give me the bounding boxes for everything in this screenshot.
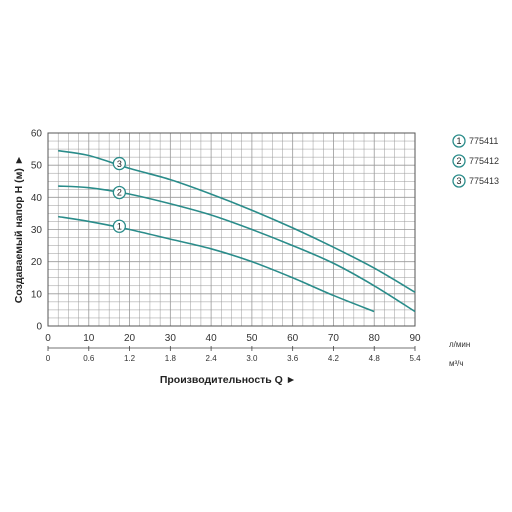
x2-tick-label: 0: [46, 354, 51, 363]
legend-marker-number: 3: [456, 176, 461, 186]
x-tick-label: 0: [45, 333, 51, 344]
series-line-775412: [58, 185, 416, 313]
legend-marker-number: 1: [456, 136, 461, 146]
x-tick-label: 10: [83, 333, 95, 344]
y-tick-label: 20: [31, 257, 43, 268]
curve-markers: 3 2 1: [112, 156, 127, 233]
legend-entry: 3 775413: [452, 174, 499, 188]
legend-label: 775411: [469, 136, 498, 146]
x-tick-label: 70: [328, 333, 340, 344]
x-unit-label: л/мин: [449, 340, 470, 349]
x2-tick-label: 3.0: [246, 354, 258, 363]
y-tick-label: 30: [31, 225, 43, 236]
curve-marker-2: 2: [112, 185, 127, 200]
curve-marker-3: 3: [112, 156, 127, 171]
y-tick-label: 0: [36, 322, 42, 333]
series-line-775411: [58, 215, 375, 313]
legend: 1 775411 2 775412 3 775413: [452, 134, 499, 188]
y-tick-label: 50: [31, 161, 43, 172]
series-line-775413: [58, 149, 416, 293]
x-tick-label: 60: [287, 333, 299, 344]
curves: [58, 149, 416, 313]
x2-tick-label: 1.2: [124, 354, 136, 363]
x2-tick-label: 1.8: [165, 354, 177, 363]
x2-tick-label: 0.6: [83, 354, 95, 363]
curve-marker-number: 2: [117, 188, 122, 198]
y-axis-title: Создаваемый напор H (м) ►: [13, 155, 25, 303]
curve-marker-1: 1: [112, 219, 127, 233]
x-tick-label: 40: [206, 333, 218, 344]
x-tick-label: 20: [124, 333, 136, 344]
x-tick-label: 90: [409, 333, 421, 344]
curve-marker-number: 1: [117, 221, 122, 231]
x2-tick-label: 4.8: [369, 354, 381, 363]
grid: [47, 132, 416, 327]
curve-marker-circle: [112, 219, 127, 233]
legend-marker-circle: [452, 174, 466, 188]
plot-frame: [47, 132, 416, 327]
curve-marker-number: 3: [117, 159, 122, 169]
x-tick-label: 50: [246, 333, 258, 344]
legend-marker-circle: [452, 134, 466, 148]
curve-marker-circle: [112, 185, 127, 200]
y-tick-label: 60: [31, 129, 43, 140]
legend-marker-circle: [452, 154, 466, 168]
legend-label: 775413: [469, 176, 499, 186]
y-tick-label: 40: [31, 193, 43, 204]
x2-tick-label: 4.2: [328, 354, 340, 363]
tick-labels: 00100.6201.2301.8402.4503.0603.6704.2804…: [31, 129, 421, 364]
curve-marker-circle: [112, 156, 127, 171]
x2-unit-label: м³/ч: [449, 359, 464, 368]
x2-tick-label: 5.4: [409, 354, 421, 363]
x-axis-title: Производительность Q ►: [160, 374, 296, 386]
legend-label: 775412: [469, 156, 499, 166]
y-tick-label: 10: [31, 289, 43, 300]
x-tick-label: 80: [369, 333, 381, 344]
x2-tick-label: 3.6: [287, 354, 299, 363]
legend-marker-number: 2: [456, 156, 461, 166]
legend-entry: 1 775411: [452, 134, 498, 148]
x2-tick-label: 2.4: [206, 354, 218, 363]
x-tick-label: 30: [165, 333, 177, 344]
legend-entry: 2 775412: [452, 154, 499, 168]
